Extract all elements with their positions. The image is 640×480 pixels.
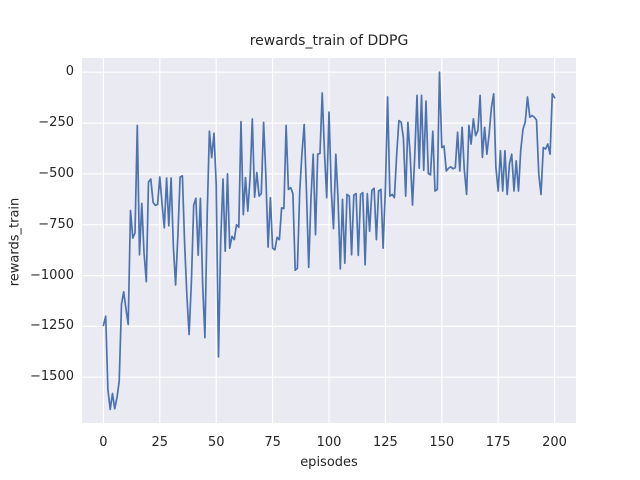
y-tick-label: −500 <box>38 165 74 181</box>
x-tick-label: 150 <box>429 435 455 450</box>
data-line <box>102 71 556 411</box>
y-tick-label: −1250 <box>30 318 74 334</box>
x-tick-label: 175 <box>485 435 511 450</box>
y-axis-label: rewards_train <box>7 197 23 287</box>
x-tick-label: 75 <box>264 435 281 450</box>
y-tick-label: −1500 <box>30 369 74 385</box>
y-tick-label: −750 <box>38 216 74 232</box>
y-tick-label: 0 <box>65 64 74 80</box>
y-tick-label: −250 <box>38 115 74 131</box>
y-tick-label: −1000 <box>30 267 74 283</box>
x-tick-label: 200 <box>542 435 567 450</box>
x-tick-label: 25 <box>151 435 169 450</box>
x-tick-label: 0 <box>99 435 108 450</box>
x-tick-label: 50 <box>207 435 225 450</box>
x-axis-label: episodes <box>300 455 358 470</box>
x-tick-label: 125 <box>372 435 398 450</box>
x-tick-label: 100 <box>316 435 342 450</box>
chart-title: rewards_train of DDPG <box>249 33 409 49</box>
plot-area <box>82 58 576 423</box>
